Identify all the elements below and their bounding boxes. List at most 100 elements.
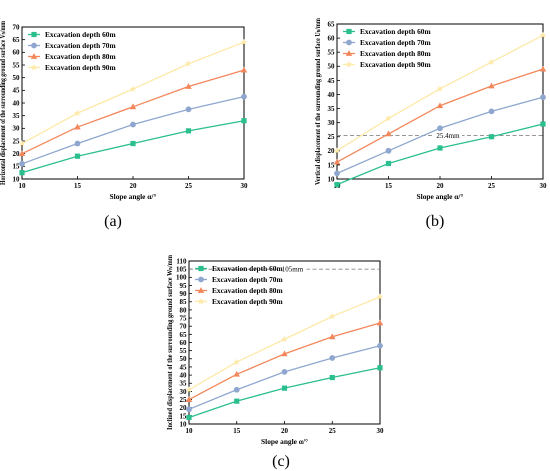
y-tick-label: 70	[13, 23, 21, 31]
legend-marker	[31, 31, 37, 38]
series-1	[186, 365, 383, 421]
y-tick-label: 95	[180, 282, 188, 290]
data-point	[377, 365, 383, 371]
y-tick-label: 50	[180, 355, 188, 363]
data-point	[74, 123, 81, 130]
data-point	[185, 83, 192, 89]
series-4	[333, 31, 547, 154]
y-tick-label: 35	[328, 105, 336, 113]
data-point	[233, 370, 240, 377]
data-point	[74, 153, 81, 159]
data-point	[333, 158, 341, 165]
data-point	[19, 160, 25, 167]
panel-label: (b)	[426, 213, 445, 230]
series-3	[185, 319, 384, 402]
x-tick-label: 25	[329, 427, 337, 435]
series-line	[188, 296, 381, 391]
data-point	[436, 85, 444, 92]
data-point	[377, 342, 383, 349]
data-point	[241, 118, 247, 124]
y-tick-label: 65	[13, 36, 21, 44]
legend-marker	[30, 53, 38, 59]
series-2	[19, 93, 247, 167]
y-tick-label: 25	[180, 396, 188, 404]
x-axis-label: Slope angle α/°	[417, 192, 464, 201]
series-2	[334, 94, 546, 177]
y-tick-label: 20	[13, 150, 21, 158]
data-point	[329, 374, 335, 381]
y-axis-label: Inclined displacement of the surrounding…	[165, 254, 174, 430]
series-4	[18, 38, 248, 147]
data-point	[488, 58, 495, 65]
legend-marker	[198, 265, 204, 272]
reference-label-bg	[434, 131, 462, 140]
y-tick-label: 40	[328, 91, 336, 99]
data-point	[376, 293, 384, 300]
y-tick-label: 45	[328, 77, 336, 85]
y-tick-label: 60	[180, 339, 188, 347]
y-tick-label: 55	[328, 49, 336, 57]
panel-label: (a)	[104, 213, 122, 230]
y-axis-label: Vertical displacement of the surrounding…	[313, 17, 322, 185]
data-point	[376, 319, 384, 326]
x-tick-label: 20	[281, 427, 289, 435]
y-axis-label: Horizontal displacement of the surroundi…	[0, 20, 7, 185]
legend-entry: Excavation depth 70m	[360, 38, 431, 47]
data-point	[488, 82, 495, 89]
data-point	[185, 396, 193, 402]
legend-entry: Excavation depth 90m	[212, 297, 283, 306]
legend: Excavation depth 60m Excavation depth 70m…	[195, 264, 283, 306]
legend: Excavation depth 60m Excavation depth 70m…	[343, 27, 431, 69]
data-point	[539, 65, 547, 72]
y-tick-label: 70	[180, 323, 188, 331]
series-3	[18, 66, 248, 157]
legend-entry: Excavation depth 70m	[45, 41, 116, 50]
data-point	[540, 121, 546, 127]
reference-label-bg	[278, 265, 307, 274]
data-point	[19, 170, 25, 176]
data-point	[334, 182, 340, 188]
data-point	[488, 108, 495, 115]
chart-panel-3: 1015202530354045505560657075808590951001…	[165, 254, 384, 470]
data-point	[281, 335, 288, 343]
legend-marker	[197, 297, 205, 305]
y-tick-label: 20	[180, 404, 188, 412]
y-tick-label: 75	[180, 314, 188, 322]
series-3	[333, 65, 547, 165]
y-tick-label: 50	[328, 63, 336, 71]
x-tick-label: 15	[385, 182, 393, 190]
y-tick-label: 25	[13, 137, 21, 145]
series-1	[19, 118, 247, 176]
data-point	[186, 414, 192, 421]
y-tick-label: 30	[180, 388, 188, 396]
data-point	[18, 150, 26, 157]
plot-frame	[336, 23, 544, 180]
y-tick-label: 60	[328, 34, 336, 42]
y-tick-label: 105	[176, 266, 187, 274]
data-point	[540, 94, 546, 101]
series-2	[186, 342, 383, 413]
y-tick-label: 110	[176, 257, 187, 265]
chart-panel-2: 1015202530354045505560651015202530Slope …	[313, 17, 547, 230]
data-point	[333, 147, 341, 154]
y-tick-label: 60	[13, 49, 21, 57]
y-tick-label: 55	[180, 347, 188, 355]
x-tick-label: 20	[130, 182, 138, 190]
data-point	[185, 106, 192, 113]
series-line	[21, 120, 245, 174]
data-point	[385, 130, 392, 137]
x-tick-label: 20	[437, 182, 445, 190]
data-point	[233, 358, 241, 365]
data-point	[241, 93, 247, 100]
y-tick-label: 30	[13, 125, 21, 133]
y-tick-label: 65	[180, 331, 188, 339]
data-point	[539, 31, 547, 39]
series-1	[334, 121, 546, 188]
y-tick-label: 35	[13, 112, 21, 120]
y-tick-label: 35	[180, 380, 188, 388]
series-line	[188, 367, 381, 419]
series-4	[185, 293, 384, 393]
legend-marker	[345, 50, 353, 56]
legend-entry: Excavation depth 90m	[360, 60, 431, 69]
data-point	[185, 386, 193, 393]
